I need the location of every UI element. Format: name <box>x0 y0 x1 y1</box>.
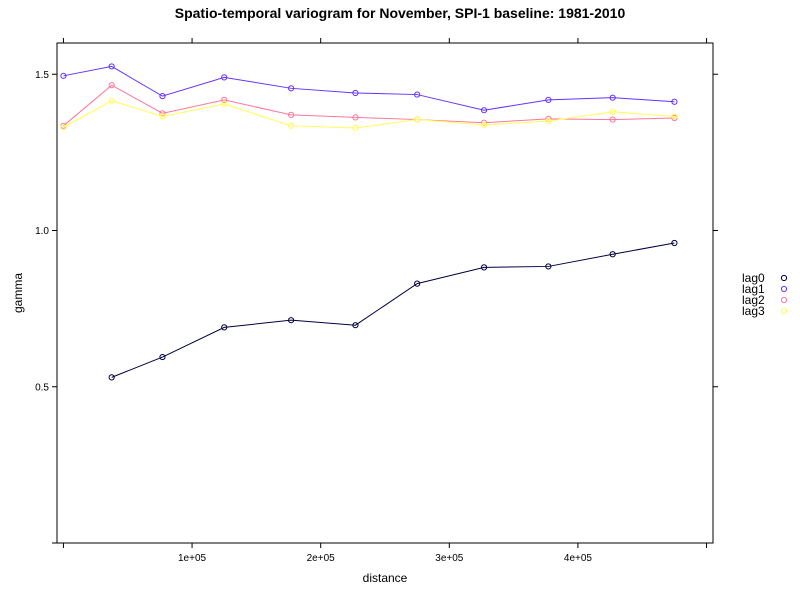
data-point-lag0 <box>414 280 421 287</box>
data-point-lag0 <box>159 353 166 361</box>
x-tick-label: 3e+05 <box>435 553 464 564</box>
data-point-lag2 <box>108 82 115 89</box>
data-point-lag3 <box>545 118 552 125</box>
data-point-lag2 <box>288 111 295 118</box>
legend-label: lag2 <box>742 293 765 307</box>
data-point-lag1 <box>414 91 421 98</box>
data-point-lag2 <box>609 116 616 123</box>
series-line-lag2 <box>63 84 675 127</box>
y-tick-label: 0.5 <box>35 382 49 393</box>
data-point-lag1 <box>545 96 552 103</box>
data-point-lag3 <box>288 122 295 129</box>
data-point-lag3 <box>480 121 488 128</box>
data-point-lag3 <box>108 97 115 104</box>
data-point-lag2 <box>352 114 359 121</box>
data-point-lag1 <box>352 89 359 97</box>
legend-label: lag1 <box>742 282 765 296</box>
legend-marker <box>780 285 788 293</box>
series-line-lag0 <box>111 242 675 378</box>
data-point-lag2 <box>159 110 166 117</box>
data-point-lag0 <box>352 322 359 329</box>
data-point-lag0 <box>108 374 115 381</box>
x-tick-label: 4e+05 <box>564 553 593 564</box>
series-line-lag1 <box>63 65 675 111</box>
data-point-lag3 <box>609 108 616 115</box>
data-point-lag3 <box>414 116 421 123</box>
data-point-lag0 <box>480 264 488 271</box>
series-layer <box>60 63 678 381</box>
data-point-lag3 <box>671 113 678 120</box>
data-point-lag3 <box>352 124 359 132</box>
legend-marker <box>780 296 788 304</box>
y-axis-label: gamma <box>11 273 25 313</box>
data-point-lag3 <box>159 113 166 120</box>
data-point-lag1 <box>60 72 67 79</box>
series-lag1 <box>60 63 678 114</box>
data-point-lag0 <box>609 251 616 258</box>
data-point-lag1 <box>288 85 295 92</box>
data-point-lag1 <box>480 107 488 114</box>
series-lag3 <box>60 97 678 132</box>
x-tick-label: 1e+05 <box>178 553 207 564</box>
data-point-lag1 <box>108 63 115 70</box>
x-axis-label: distance <box>363 571 408 585</box>
y-tick-label: 1.5 <box>35 70 49 81</box>
legend-marker <box>780 307 788 315</box>
legend-label: lag0 <box>742 271 765 285</box>
x-tick-label: 2e+05 <box>307 553 336 564</box>
series-lag2 <box>60 82 678 129</box>
data-point-lag1 <box>609 94 616 101</box>
legend-label: lag3 <box>742 304 765 318</box>
data-point-lag1 <box>671 98 678 105</box>
data-point-lag0 <box>221 324 228 331</box>
y-tick-label: 1.0 <box>35 226 49 237</box>
series-lag0 <box>108 239 678 381</box>
data-point-lag2 <box>221 96 228 103</box>
chart-title: Spatio-temporal variogram for November, … <box>175 5 626 21</box>
data-point-lag1 <box>221 74 228 81</box>
data-point-lag0 <box>288 317 295 324</box>
data-point-lag1 <box>159 93 166 100</box>
axis-ticks: 1e+05 2e+05 3e+05 4e+05 0.5 1.0 1.5 <box>35 38 718 564</box>
data-point-lag0 <box>671 239 678 247</box>
data-point-lag3 <box>221 100 228 108</box>
plot-frame <box>56 42 714 544</box>
series-line-lag3 <box>63 100 675 129</box>
data-point-lag0 <box>545 263 552 270</box>
legend-marker <box>780 274 788 282</box>
data-point-lag3 <box>60 124 67 131</box>
